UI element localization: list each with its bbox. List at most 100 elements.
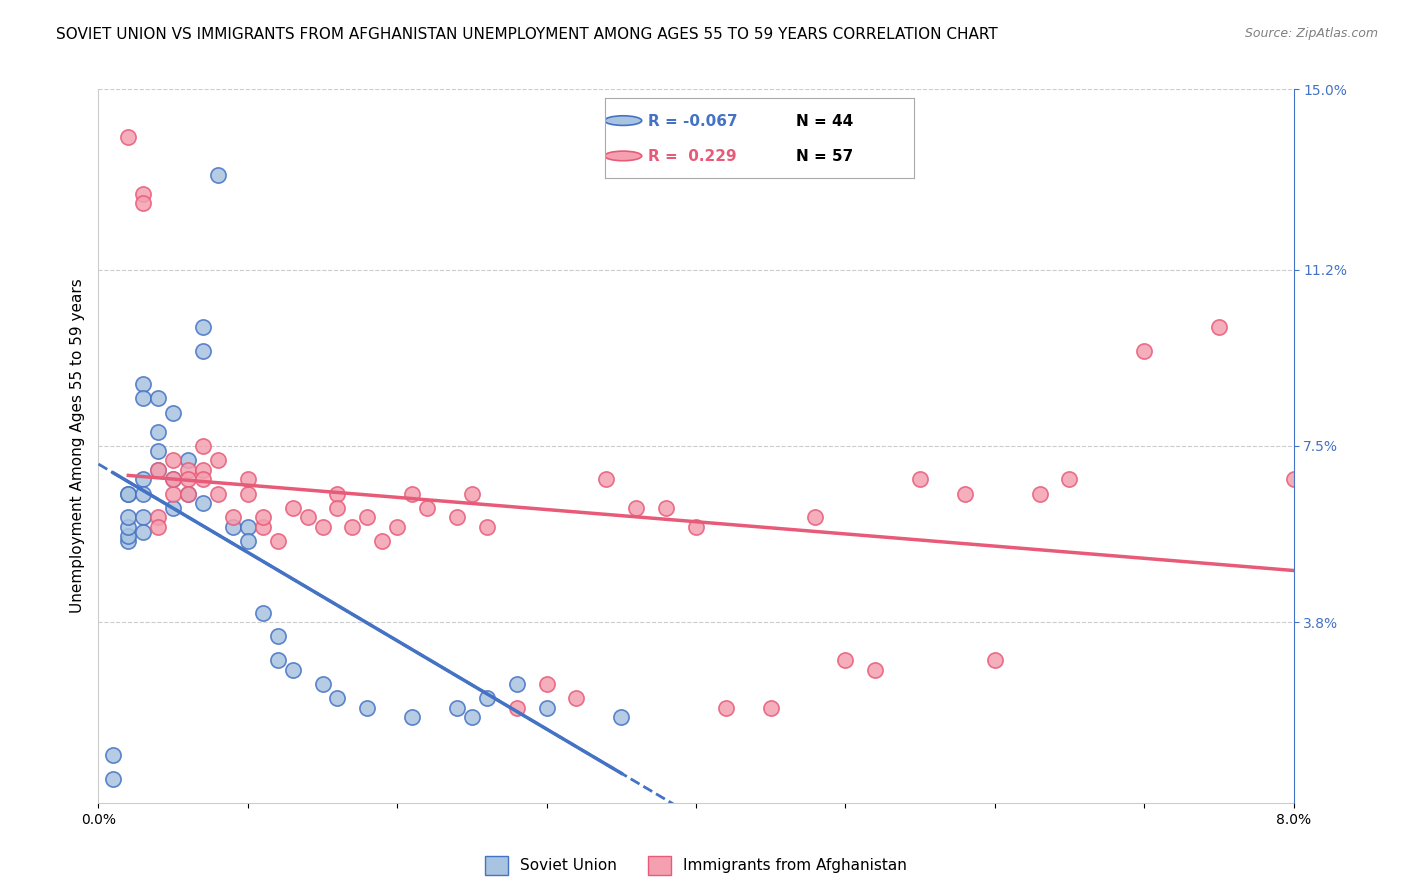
- Point: [177, 486, 200, 500]
- Point: [759, 700, 782, 714]
- Point: [267, 534, 290, 549]
- Point: [536, 677, 558, 691]
- Point: [148, 463, 170, 477]
- Point: [626, 500, 648, 515]
- Point: [103, 748, 125, 763]
- Point: [162, 486, 184, 500]
- Point: [103, 772, 125, 786]
- Text: N = 57: N = 57: [796, 149, 853, 164]
- Point: [252, 606, 274, 620]
- Y-axis label: Unemployment Among Ages 55 to 59 years: Unemployment Among Ages 55 to 59 years: [69, 278, 84, 614]
- Circle shape: [605, 116, 641, 126]
- Point: [371, 534, 394, 549]
- Point: [536, 700, 558, 714]
- Point: [804, 510, 827, 524]
- Point: [1059, 472, 1081, 486]
- Point: [117, 129, 139, 144]
- Point: [311, 677, 333, 691]
- Point: [191, 343, 214, 358]
- Point: [117, 529, 139, 543]
- Point: [446, 510, 468, 524]
- Point: [1133, 343, 1156, 358]
- Point: [148, 510, 170, 524]
- Point: [148, 443, 170, 458]
- Point: [236, 520, 259, 534]
- Point: [236, 472, 259, 486]
- Point: [132, 196, 155, 211]
- Point: [311, 520, 333, 534]
- Point: [342, 520, 364, 534]
- Point: [117, 534, 139, 549]
- Point: [117, 510, 139, 524]
- Point: [281, 663, 304, 677]
- Point: [132, 486, 155, 500]
- Point: [252, 520, 274, 534]
- Point: [207, 486, 229, 500]
- Point: [565, 691, 588, 706]
- Point: [1282, 472, 1305, 486]
- Point: [356, 700, 378, 714]
- Circle shape: [605, 151, 641, 161]
- Legend: Soviet Union, Immigrants from Afghanistan: Soviet Union, Immigrants from Afghanista…: [479, 850, 912, 880]
- Point: [655, 500, 678, 515]
- Point: [148, 520, 170, 534]
- Text: R =  0.229: R = 0.229: [648, 149, 737, 164]
- Point: [461, 710, 484, 724]
- Point: [326, 500, 349, 515]
- Point: [177, 463, 200, 477]
- Point: [865, 663, 887, 677]
- Point: [191, 472, 214, 486]
- Point: [416, 500, 439, 515]
- Point: [132, 186, 155, 201]
- Point: [685, 520, 707, 534]
- Point: [506, 677, 529, 691]
- Point: [401, 486, 423, 500]
- Point: [191, 463, 214, 477]
- Point: [1028, 486, 1050, 500]
- Point: [162, 500, 184, 515]
- Point: [191, 439, 214, 453]
- Text: SOVIET UNION VS IMMIGRANTS FROM AFGHANISTAN UNEMPLOYMENT AMONG AGES 55 TO 59 YEA: SOVIET UNION VS IMMIGRANTS FROM AFGHANIS…: [56, 27, 998, 42]
- Point: [117, 486, 139, 500]
- Point: [162, 406, 184, 420]
- Point: [281, 500, 304, 515]
- Point: [177, 453, 200, 467]
- Point: [1208, 320, 1230, 334]
- Point: [267, 629, 290, 643]
- Point: [117, 520, 139, 534]
- Point: [132, 510, 155, 524]
- Text: N = 44: N = 44: [796, 113, 853, 128]
- Point: [446, 700, 468, 714]
- Point: [117, 486, 139, 500]
- Point: [595, 472, 617, 486]
- Point: [475, 520, 498, 534]
- Text: Source: ZipAtlas.com: Source: ZipAtlas.com: [1244, 27, 1378, 40]
- Point: [177, 486, 200, 500]
- Point: [356, 510, 378, 524]
- Point: [162, 453, 184, 467]
- Point: [222, 510, 245, 524]
- Point: [326, 691, 349, 706]
- Point: [148, 425, 170, 439]
- Point: [984, 653, 1007, 667]
- Point: [148, 463, 170, 477]
- Point: [191, 496, 214, 510]
- Point: [297, 510, 319, 524]
- Point: [191, 320, 214, 334]
- Point: [610, 710, 633, 724]
- Text: R = -0.067: R = -0.067: [648, 113, 738, 128]
- Point: [236, 486, 259, 500]
- Point: [162, 472, 184, 486]
- Point: [132, 392, 155, 406]
- Point: [475, 691, 498, 706]
- Point: [461, 486, 484, 500]
- Point: [908, 472, 931, 486]
- Point: [148, 392, 170, 406]
- Point: [326, 486, 349, 500]
- Point: [132, 524, 155, 539]
- Point: [236, 534, 259, 549]
- Point: [222, 520, 245, 534]
- Point: [506, 700, 529, 714]
- Point: [385, 520, 409, 534]
- Point: [132, 377, 155, 392]
